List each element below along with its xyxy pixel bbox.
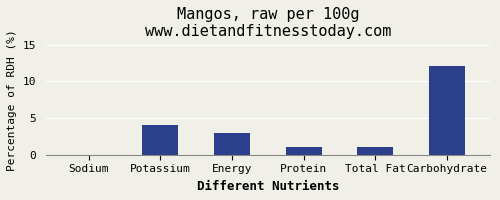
Y-axis label: Percentage of RDH (%): Percentage of RDH (%) bbox=[7, 29, 17, 171]
Bar bbox=[142, 125, 178, 155]
Title: Mangos, raw per 100g
www.dietandfitnesstoday.com: Mangos, raw per 100g www.dietandfitnesst… bbox=[144, 7, 391, 39]
Bar bbox=[214, 133, 250, 155]
Bar bbox=[286, 147, 322, 155]
Bar bbox=[429, 66, 465, 155]
Bar bbox=[358, 147, 394, 155]
X-axis label: Different Nutrients: Different Nutrients bbox=[196, 180, 339, 193]
